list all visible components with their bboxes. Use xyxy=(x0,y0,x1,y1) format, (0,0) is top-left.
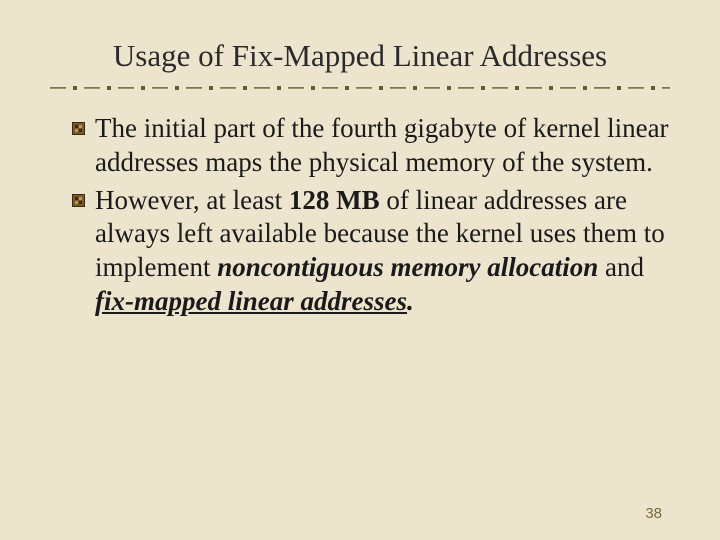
bullet-icon xyxy=(72,122,85,140)
bullet-item: However, at least 128 MB of linear addre… xyxy=(72,184,670,319)
bullet-text: However, at least 128 MB of linear addre… xyxy=(95,184,670,319)
bullet-item: The initial part of the fourth gigabyte … xyxy=(72,112,670,180)
page-number: 38 xyxy=(645,505,662,522)
title-divider xyxy=(50,86,670,90)
slide-body: The initial part of the fourth gigabyte … xyxy=(50,112,670,319)
divider-svg xyxy=(50,86,670,90)
slide-title: Usage of Fix-Mapped Linear Addresses xyxy=(50,38,670,74)
bullet-icon xyxy=(72,194,85,212)
slide: Usage of Fix-Mapped Linear Addresses The… xyxy=(0,0,720,540)
bullet-text: The initial part of the fourth gigabyte … xyxy=(95,112,670,180)
